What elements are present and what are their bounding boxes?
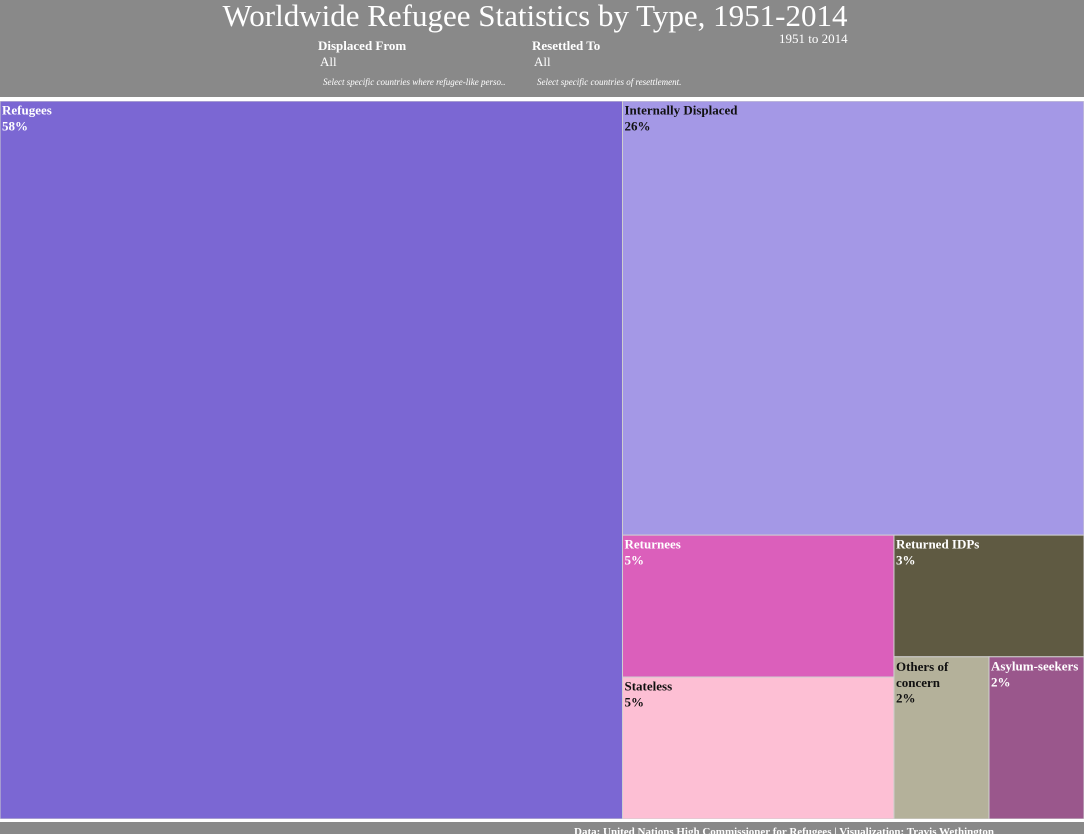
value-label: 5%: [624, 553, 644, 568]
value-label: 2%: [896, 690, 916, 705]
cell-label: Returned IDPs: [896, 537, 979, 552]
header: Worldwide Refugee Statistics by Type, 19…: [0, 0, 1084, 97]
filter-label: Resettled To: [532, 38, 601, 53]
cell-label: Refugees: [2, 103, 52, 118]
filter-label: Displaced From: [318, 38, 407, 53]
cell-label: Internally Displaced: [624, 103, 738, 118]
treemap-cell: [893, 534, 1084, 658]
filter[interactable]: Resettled To All Select specific countri…: [532, 38, 737, 87]
value-label: 58%: [2, 119, 28, 134]
footer-text: Data: United Nations High Commissioner f…: [574, 826, 995, 834]
treemap-cell: [893, 656, 990, 819]
filter-value[interactable]: All: [320, 54, 337, 69]
treemap-cell: [621, 534, 895, 678]
cell-label: Asylum-seekers: [991, 658, 1078, 673]
value-label: 26%: [624, 119, 650, 134]
treemap-cell: [0, 101, 623, 819]
filter-hint: Select specific countries of resettlemen…: [537, 77, 682, 87]
chart-title: Worldwide Refugee Statistics by Type, 19…: [222, 0, 848, 33]
value-label: 2%: [991, 674, 1011, 689]
filter-hint: Select specific countries where refugee-…: [323, 77, 506, 87]
cell-label: Returnees: [624, 537, 680, 552]
value-label: 5%: [624, 695, 644, 710]
treemap-cell: [621, 676, 895, 819]
filter[interactable]: Displaced From All Select specific count…: [318, 38, 523, 87]
filter-value[interactable]: All: [534, 54, 551, 69]
chart-subtitle: 1951 to 2014: [779, 31, 848, 46]
value-label: 3%: [896, 553, 916, 568]
treemap-cell: [621, 101, 1084, 536]
cell-label-line: concern: [896, 674, 941, 689]
cell-label-line: Others of: [896, 658, 949, 673]
cell-label: Others of concern: [896, 658, 949, 689]
cell-label: Stateless: [624, 679, 672, 694]
footer: Data: United Nations High Commissioner f…: [0, 822, 1084, 834]
